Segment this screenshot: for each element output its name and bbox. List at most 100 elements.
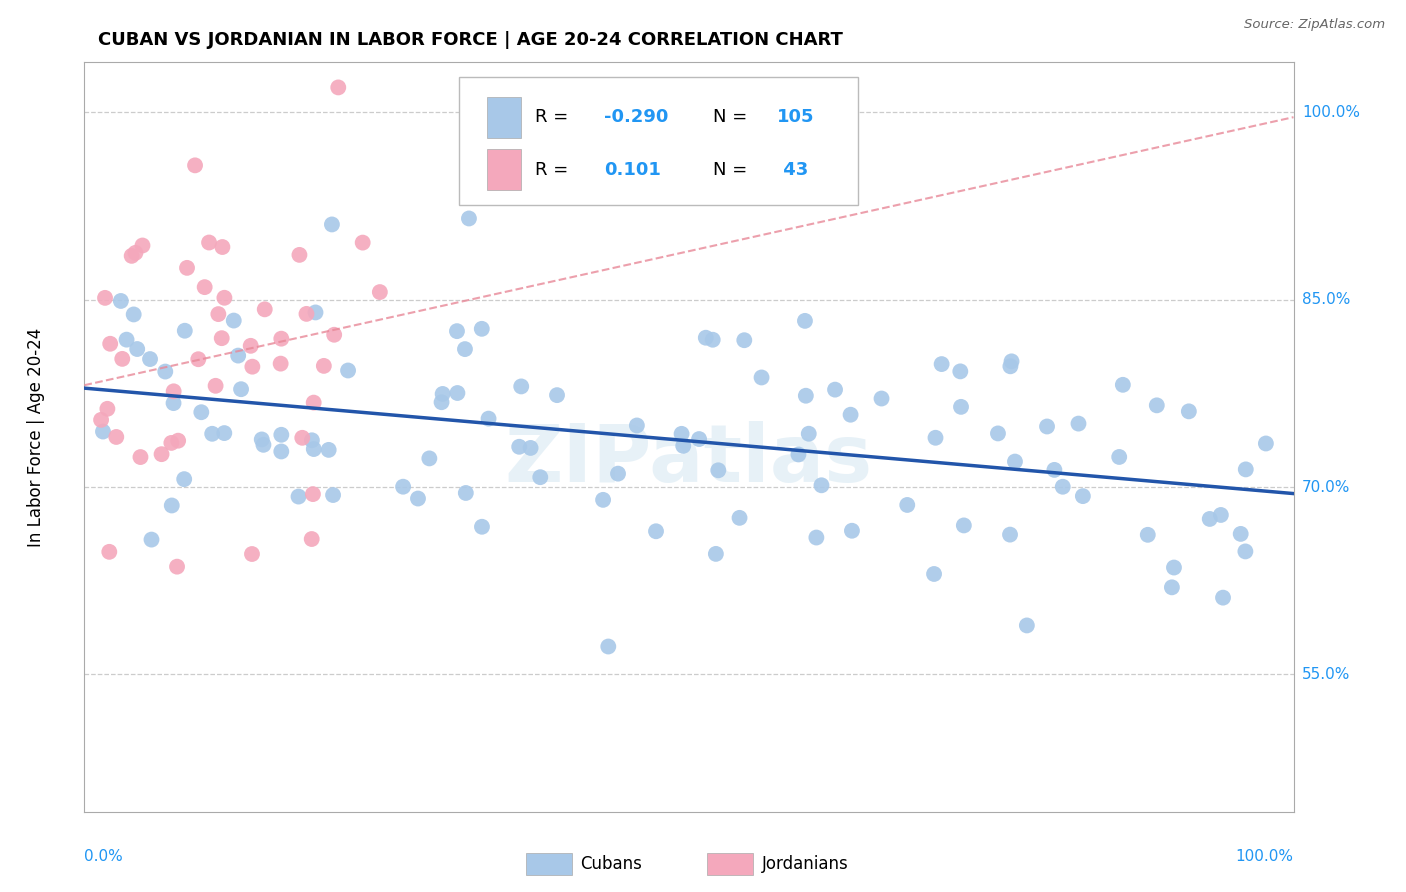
FancyBboxPatch shape — [486, 96, 520, 137]
Point — [1160, 580, 1182, 594]
Point — [173, 324, 195, 338]
Point — [302, 395, 325, 409]
Point — [671, 426, 693, 441]
Point — [328, 80, 350, 95]
Point — [312, 359, 335, 373]
Point — [288, 248, 311, 262]
Point — [841, 524, 863, 538]
Point — [446, 386, 468, 401]
Point — [1163, 560, 1185, 574]
Point — [90, 413, 112, 427]
Point — [824, 383, 846, 397]
Point — [751, 370, 773, 384]
Point — [240, 359, 263, 374]
Point — [471, 322, 494, 336]
Point — [728, 511, 751, 525]
Point — [477, 411, 499, 425]
Point — [198, 235, 221, 250]
Point — [96, 401, 118, 416]
Point — [688, 432, 710, 446]
Point — [510, 379, 533, 393]
Point — [508, 440, 530, 454]
Text: Cubans: Cubans — [581, 855, 643, 873]
Point — [645, 524, 668, 539]
Point — [98, 336, 121, 351]
Point — [839, 408, 862, 422]
Point — [987, 426, 1010, 441]
Point — [806, 531, 828, 545]
Point — [446, 324, 468, 338]
Point — [321, 218, 343, 232]
Point — [1108, 450, 1130, 464]
Point — [270, 444, 292, 458]
Point — [702, 333, 724, 347]
Point — [323, 327, 346, 342]
Text: In Labor Force | Age 20-24: In Labor Force | Age 20-24 — [27, 327, 45, 547]
Point — [322, 488, 344, 502]
Point — [201, 426, 224, 441]
Point — [794, 314, 817, 328]
Point — [207, 307, 229, 321]
Point — [592, 492, 614, 507]
Point — [318, 442, 340, 457]
Point — [163, 384, 186, 399]
Point — [949, 364, 972, 378]
Point — [110, 293, 132, 308]
Point — [1209, 508, 1232, 522]
Text: N =: N = — [713, 161, 754, 178]
Point — [270, 332, 292, 346]
Point — [131, 238, 153, 252]
Point — [454, 486, 477, 500]
FancyBboxPatch shape — [707, 853, 754, 875]
Point — [302, 442, 325, 456]
Text: 85.0%: 85.0% — [1302, 293, 1350, 307]
Point — [141, 533, 163, 547]
Text: R =: R = — [536, 161, 581, 178]
Text: ZIPatlas: ZIPatlas — [505, 420, 873, 499]
Point — [1146, 398, 1168, 412]
Point — [626, 418, 648, 433]
Point — [529, 470, 551, 484]
Point — [190, 405, 212, 419]
Point — [1229, 527, 1251, 541]
Point — [924, 431, 946, 445]
Point — [204, 379, 226, 393]
Point — [704, 547, 727, 561]
Point — [155, 365, 177, 379]
Text: CUBAN VS JORDANIAN IN LABOR FORCE | AGE 20-24 CORRELATION CHART: CUBAN VS JORDANIAN IN LABOR FORCE | AGE … — [98, 31, 844, 49]
Point — [733, 333, 755, 347]
Point — [695, 331, 717, 345]
Point — [160, 436, 183, 450]
Text: 70.0%: 70.0% — [1302, 480, 1350, 494]
Point — [950, 400, 973, 414]
Point — [1112, 377, 1135, 392]
Point — [931, 357, 953, 371]
Text: Jordanians: Jordanians — [762, 855, 848, 873]
Point — [707, 463, 730, 477]
Point — [229, 382, 252, 396]
Point — [184, 158, 207, 172]
Point — [124, 245, 146, 260]
Point — [270, 427, 292, 442]
Point — [94, 291, 117, 305]
Point — [176, 260, 198, 275]
Point — [1212, 591, 1234, 605]
Point — [870, 392, 893, 406]
Point — [810, 478, 832, 492]
Text: 55.0%: 55.0% — [1302, 667, 1350, 681]
Point — [607, 467, 630, 481]
Point — [922, 566, 945, 581]
Point — [458, 211, 481, 226]
Text: 105: 105 — [778, 108, 814, 126]
Point — [122, 308, 145, 322]
Point — [252, 438, 274, 452]
Point — [239, 339, 262, 353]
Point — [471, 520, 494, 534]
Point — [98, 545, 121, 559]
Point — [368, 285, 391, 299]
Point — [1000, 359, 1022, 374]
Point — [392, 480, 415, 494]
Point — [1198, 512, 1220, 526]
Point — [250, 433, 273, 447]
Text: 0.101: 0.101 — [605, 161, 661, 178]
